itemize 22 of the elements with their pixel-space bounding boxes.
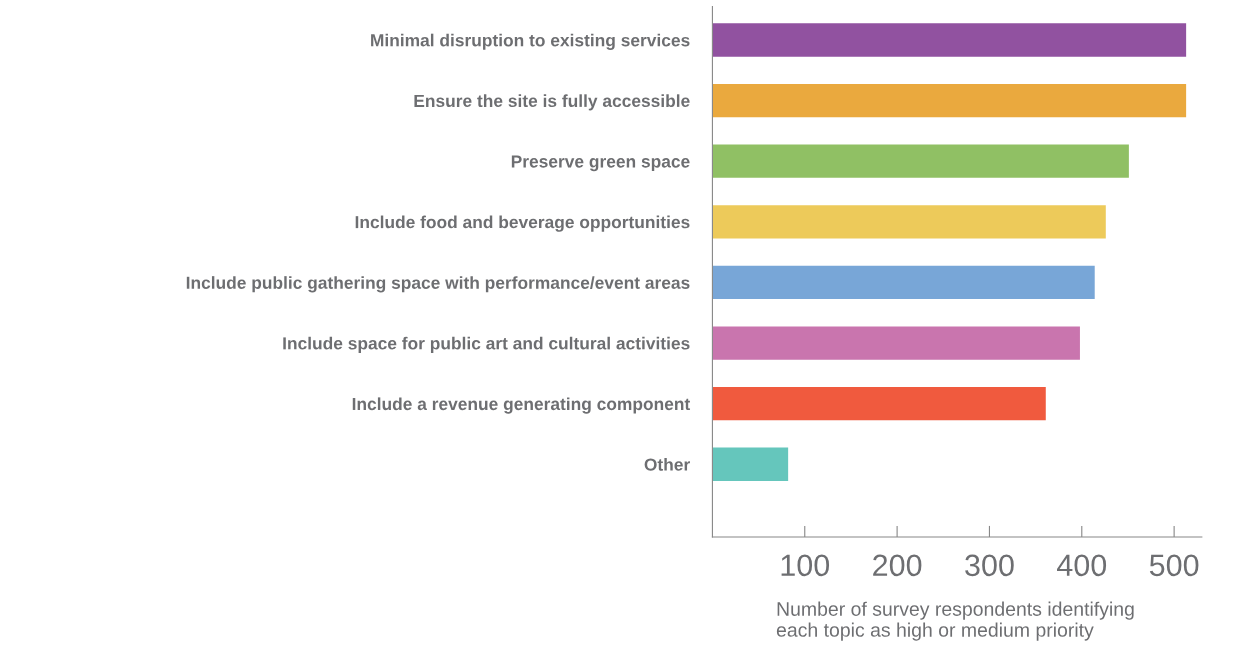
- x-tick-label: 300: [965, 554, 1014, 577]
- bar: [712, 144, 1129, 178]
- y-tick-label: Include public gathering space with performance/event areas: [186, 276, 690, 293]
- bar: [712, 326, 1080, 360]
- y-tick-label: Preserve green space: [511, 155, 690, 172]
- bar: [712, 23, 1187, 57]
- bar: [712, 265, 1095, 300]
- y-tick-label: Include food and beverage opportunities: [355, 215, 690, 232]
- y-tick-label: Other: [644, 458, 690, 471]
- x-tick-label: 400: [1057, 554, 1107, 577]
- y-tick-label: Ensure the site is fully accessible: [414, 94, 690, 111]
- bar: [712, 387, 1046, 421]
- bar: [712, 447, 789, 481]
- x-tick-label: 100: [781, 554, 830, 577]
- bar: [712, 205, 1106, 239]
- bar: [712, 83, 1187, 118]
- x-tick-label: 200: [873, 554, 922, 577]
- y-tick-label: Include space for public art and cultural activities: [283, 336, 690, 353]
- x-axis-title: Number of survey respondents identifying each topic as high or medium priority: [776, 601, 1134, 641]
- x-tick-label: 500: [1149, 554, 1199, 577]
- y-tick-label: Include a revenue generating component: [352, 397, 691, 414]
- y-tick-label: Minimal disruption to existing services: [371, 33, 690, 50]
